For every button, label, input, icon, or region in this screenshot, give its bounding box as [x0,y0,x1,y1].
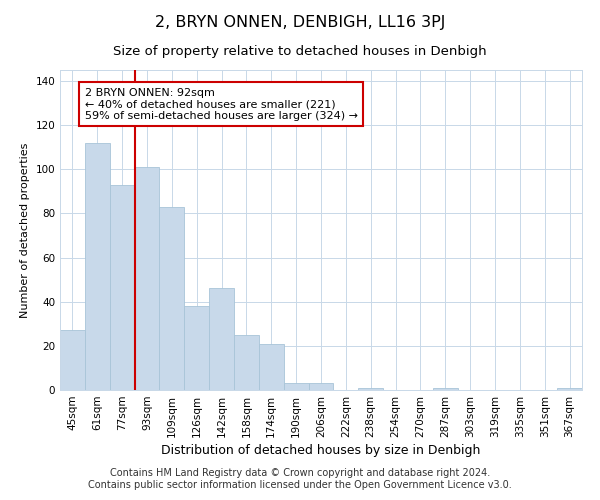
Bar [184,306,209,390]
Bar [234,335,259,390]
Text: Contains HM Land Registry data © Crown copyright and database right 2024.: Contains HM Land Registry data © Crown c… [110,468,490,477]
Bar [209,288,234,390]
Text: Contains public sector information licensed under the Open Government Licence v3: Contains public sector information licen… [88,480,512,490]
Bar [110,185,134,390]
Bar [557,388,582,390]
Bar [160,207,184,390]
Bar [259,344,284,390]
Bar [60,330,85,390]
X-axis label: Distribution of detached houses by size in Denbigh: Distribution of detached houses by size … [161,444,481,457]
Bar [284,384,308,390]
Text: 2 BRYN ONNEN: 92sqm
← 40% of detached houses are smaller (221)
59% of semi-detac: 2 BRYN ONNEN: 92sqm ← 40% of detached ho… [85,88,358,121]
Text: Size of property relative to detached houses in Denbigh: Size of property relative to detached ho… [113,45,487,58]
Bar [85,143,110,390]
Bar [358,388,383,390]
Bar [433,388,458,390]
Bar [134,167,160,390]
Bar [308,384,334,390]
Y-axis label: Number of detached properties: Number of detached properties [20,142,30,318]
Text: 2, BRYN ONNEN, DENBIGH, LL16 3PJ: 2, BRYN ONNEN, DENBIGH, LL16 3PJ [155,15,445,30]
